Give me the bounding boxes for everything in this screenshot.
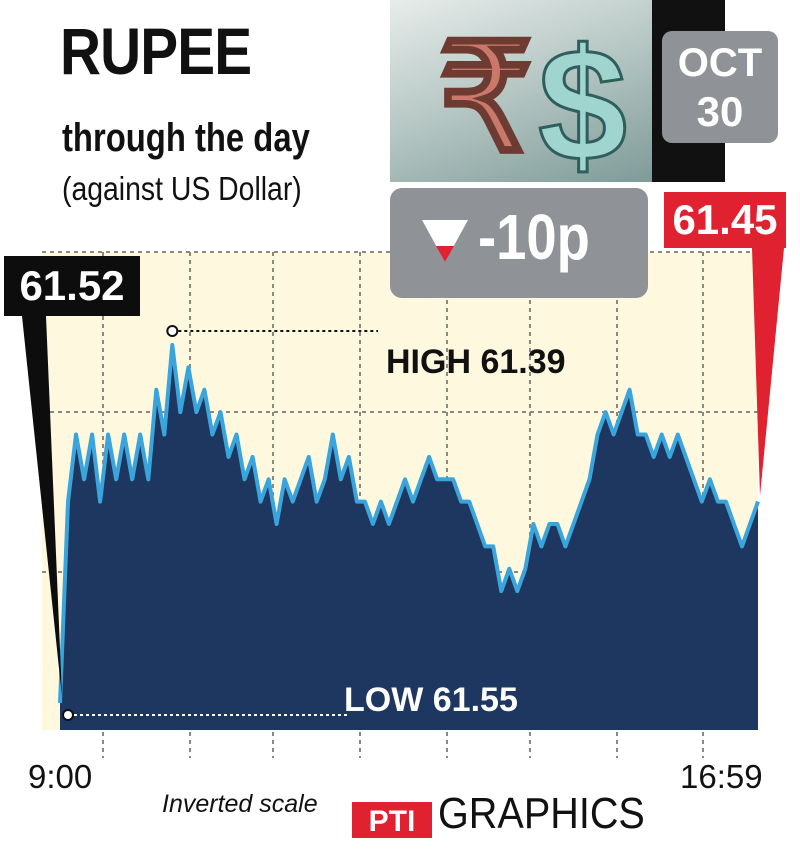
brand-graphics-label: GRAPHICS (438, 789, 645, 838)
rupee-dollar-image (390, 0, 652, 182)
currency-photo: ₹ $ (390, 0, 725, 182)
svg-text:₹: ₹ (438, 14, 533, 182)
date-month: OCT (677, 41, 763, 85)
chart-subtitle: through the day (62, 116, 310, 160)
rupee-dollar-symbols-icon: ₹ $ (437, 13, 629, 183)
high-annotation: HIGH 61.39 (386, 343, 566, 381)
pti-logo-icon: PTI (352, 802, 432, 838)
chart-title: RUPEE (60, 14, 252, 88)
x-start-label: 9:00 (28, 758, 93, 795)
open-pointer (22, 316, 62, 697)
low-marker (62, 709, 74, 721)
open-rate-label: 61.52 (4, 256, 140, 316)
inverted-scale-note: Inverted scale (162, 790, 318, 818)
svg-text:$: $ (538, 15, 627, 182)
x-end-label: 16:59 (680, 758, 763, 795)
change-badge (390, 188, 648, 298)
down-arrow-icon (422, 220, 468, 262)
svg-text:PTI: PTI (369, 805, 416, 838)
chart-subtitle-detail: (against US Dollar) (62, 170, 302, 207)
high-marker (166, 325, 179, 337)
date-badge: OCT 30 (662, 31, 778, 143)
low-annotation: LOW 61.55 (344, 681, 518, 719)
change-value: -10p (478, 201, 590, 273)
close-rate-label: 61.45 (664, 192, 786, 248)
close-pointer (752, 248, 784, 496)
series-line (58, 343, 760, 704)
date-day: 30 (696, 88, 744, 135)
